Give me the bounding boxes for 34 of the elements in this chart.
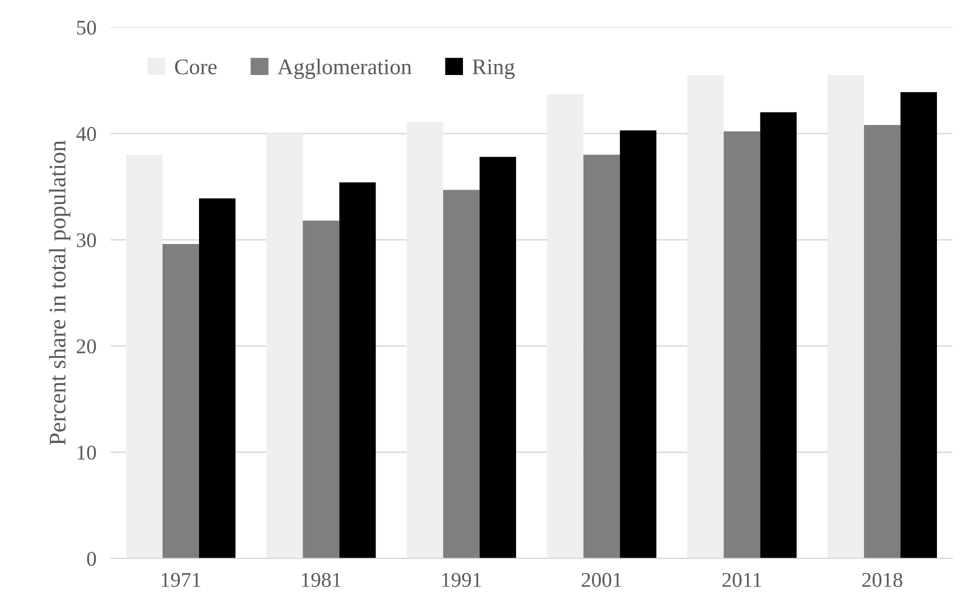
bar	[864, 125, 900, 558]
bar	[828, 75, 864, 558]
bar	[126, 154, 163, 558]
bar	[406, 122, 444, 558]
x-tick-label: 2011	[722, 572, 762, 587]
x-tick-label: 2001	[582, 572, 622, 587]
y-tick-label: 30	[76, 233, 96, 248]
x-tick-label: 2018	[862, 572, 902, 587]
bar	[687, 75, 724, 558]
y-tick-label: 20	[76, 339, 96, 354]
y-tick-label: 10	[78, 446, 96, 460]
legend-label: Core	[175, 59, 217, 74]
bar	[443, 190, 480, 558]
bar	[199, 198, 236, 558]
x-tick-label: 1981	[302, 572, 341, 587]
bar	[760, 112, 797, 558]
y-tick-label: 0	[87, 552, 96, 566]
legend-label: Ring	[472, 59, 515, 79]
bar	[339, 182, 376, 558]
x-tick-label: 1971	[162, 572, 200, 587]
bar	[583, 154, 620, 558]
y-axis-title: Percent share in total population	[48, 140, 70, 445]
y-tick-label: 40	[76, 126, 96, 141]
legend-label: Agglomeration	[278, 58, 412, 79]
bar	[620, 130, 656, 558]
x-tick-label: 1991	[442, 572, 481, 587]
bar	[266, 134, 303, 558]
bar	[302, 220, 340, 558]
bar	[900, 92, 937, 558]
y-tick-label: 50	[77, 20, 96, 35]
bar	[162, 244, 200, 558]
bar	[724, 131, 760, 558]
bar	[480, 156, 516, 558]
bar	[546, 94, 584, 558]
